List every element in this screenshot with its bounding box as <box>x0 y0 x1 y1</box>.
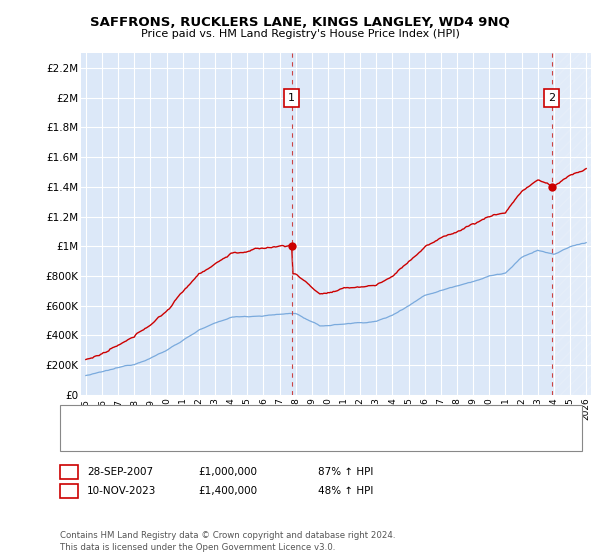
Text: Price paid vs. HM Land Registry's House Price Index (HPI): Price paid vs. HM Land Registry's House … <box>140 29 460 39</box>
Text: 10-NOV-2023: 10-NOV-2023 <box>87 486 157 496</box>
Text: —————: ————— <box>67 411 126 424</box>
Text: Contains HM Land Registry data © Crown copyright and database right 2024.
This d: Contains HM Land Registry data © Crown c… <box>60 531 395 552</box>
Bar <box>552 53 591 395</box>
Text: 1: 1 <box>65 467 73 477</box>
Text: 87% ↑ HPI: 87% ↑ HPI <box>318 467 373 477</box>
Text: SAFFRONS, RUCKLERS LANE, KINGS LANGLEY, WD4 9NQ: SAFFRONS, RUCKLERS LANE, KINGS LANGLEY, … <box>90 16 510 29</box>
Text: HPI: Average price, detached house, Dacorum: HPI: Average price, detached house, Daco… <box>105 433 331 443</box>
Text: 2: 2 <box>548 93 556 102</box>
Text: £1,400,000: £1,400,000 <box>198 486 257 496</box>
Text: 2: 2 <box>65 486 73 496</box>
Text: SAFFRONS, RUCKLERS LANE, KINGS LANGLEY, WD4 9NQ (detached house): SAFFRONS, RUCKLERS LANE, KINGS LANGLEY, … <box>105 413 472 423</box>
Text: —————: ————— <box>67 431 126 445</box>
Text: 28-SEP-2007: 28-SEP-2007 <box>87 467 153 477</box>
Text: £1,000,000: £1,000,000 <box>198 467 257 477</box>
Text: 48% ↑ HPI: 48% ↑ HPI <box>318 486 373 496</box>
Text: 1: 1 <box>288 93 295 102</box>
